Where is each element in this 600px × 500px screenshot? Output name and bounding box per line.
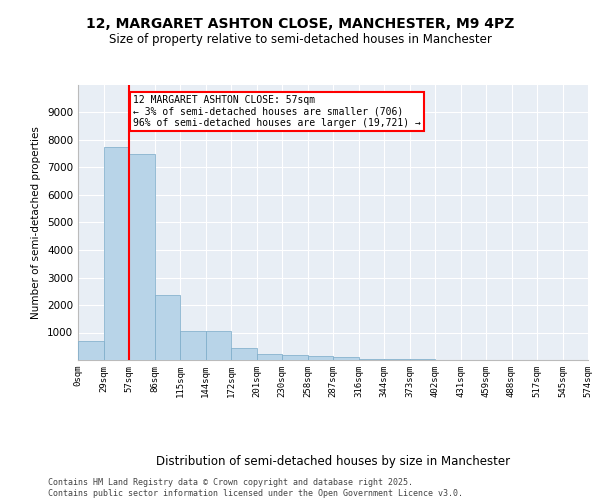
Bar [308,356,333,360]
Bar [359,358,384,360]
Bar [155,296,180,360]
X-axis label: Distribution of semi-detached houses by size in Manchester: Distribution of semi-detached houses by … [156,456,510,468]
Bar [384,359,409,360]
Text: 12, MARGARET ASHTON CLOSE, MANCHESTER, M9 4PZ: 12, MARGARET ASHTON CLOSE, MANCHESTER, M… [86,18,514,32]
Text: Size of property relative to semi-detached houses in Manchester: Size of property relative to semi-detach… [109,32,491,46]
Y-axis label: Number of semi-detached properties: Number of semi-detached properties [31,126,41,319]
Bar [78,341,104,360]
Text: 12 MARGARET ASHTON CLOSE: 57sqm
← 3% of semi-detached houses are smaller (706)
9: 12 MARGARET ASHTON CLOSE: 57sqm ← 3% of … [133,94,421,128]
Bar [180,331,205,360]
Bar [282,356,308,360]
Bar [104,147,129,360]
Bar [231,348,257,360]
Bar [205,331,231,360]
Bar [257,354,282,360]
Bar [129,154,155,360]
Text: Contains HM Land Registry data © Crown copyright and database right 2025.
Contai: Contains HM Land Registry data © Crown c… [48,478,463,498]
Bar [333,357,359,360]
